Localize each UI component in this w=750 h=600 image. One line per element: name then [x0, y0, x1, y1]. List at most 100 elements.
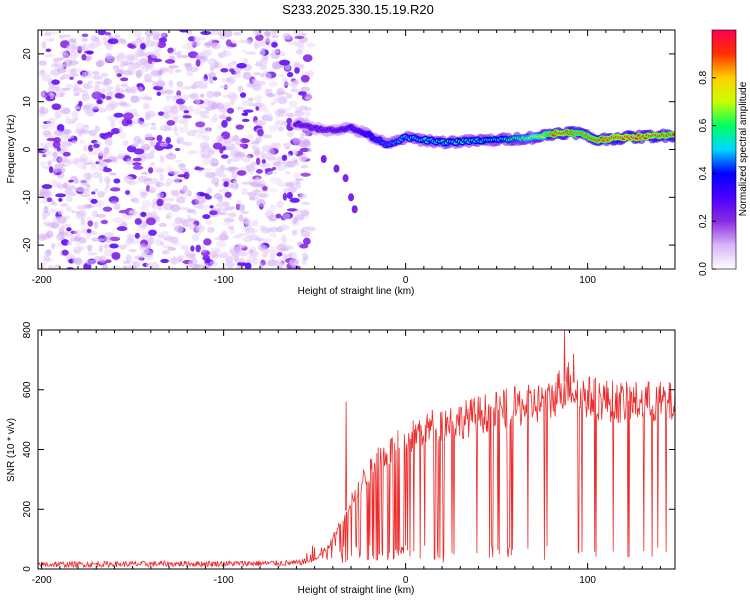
noise-blob — [103, 166, 108, 171]
colorbar-tick-label: 0.0 — [698, 262, 709, 276]
noise-blob — [171, 222, 177, 226]
noise-blob — [175, 69, 182, 73]
noise-blob — [122, 140, 129, 146]
noise-blob — [144, 30, 154, 37]
noise-blob — [80, 129, 91, 135]
noise-blob — [150, 161, 155, 166]
noise-blob — [60, 215, 71, 220]
noise-blob — [258, 103, 267, 112]
noise-blob — [275, 110, 281, 118]
noise-blob — [86, 228, 92, 234]
noise-blob — [99, 150, 104, 157]
noise-blob — [110, 120, 116, 128]
noise-blob — [140, 42, 146, 50]
noise-blob — [74, 187, 84, 191]
noise-blob — [182, 94, 189, 102]
noise-blob — [64, 233, 75, 238]
noise-blob — [170, 170, 180, 175]
noise-blob — [134, 232, 140, 239]
noise-blob — [261, 134, 273, 139]
noise-blob — [159, 32, 167, 38]
noise-blob — [173, 189, 180, 197]
noise-blob — [92, 150, 100, 156]
noise-blob — [96, 199, 105, 208]
noise-blob — [218, 114, 228, 120]
noise-blob — [51, 103, 62, 111]
noise-blob — [282, 213, 291, 220]
noise-blob — [77, 80, 83, 85]
noise-blob — [229, 227, 236, 235]
noise-blob — [122, 70, 133, 76]
noise-blob — [165, 214, 170, 220]
noise-blob — [203, 171, 210, 176]
noise-blob — [44, 54, 54, 58]
noise-blob — [276, 142, 282, 150]
noise-blob — [133, 135, 142, 144]
noise-blob — [92, 75, 103, 80]
noise-blob — [100, 72, 109, 78]
noise-blob — [293, 148, 299, 156]
noise-blob — [302, 237, 311, 245]
snr-marks — [38, 330, 675, 569]
noise-blob — [294, 35, 305, 39]
noise-blob — [116, 226, 128, 232]
noise-blob — [118, 101, 127, 106]
noise-blob — [157, 76, 163, 82]
noise-blob — [104, 232, 115, 239]
noise-blob — [204, 42, 213, 47]
noise-blob — [276, 244, 287, 252]
noise-blob — [194, 98, 201, 105]
noise-blob — [222, 50, 232, 57]
noise-blob — [300, 140, 312, 148]
noise-blob — [244, 220, 255, 228]
noise-blob — [282, 78, 287, 83]
noise-blob — [229, 99, 235, 106]
noise-blob — [209, 157, 217, 164]
noise-blob — [126, 234, 135, 239]
noise-blob — [133, 197, 140, 205]
noise-blob — [95, 213, 107, 218]
noise-blob — [93, 84, 101, 93]
noise-blob — [166, 235, 176, 243]
noise-blob — [294, 67, 300, 74]
noise-blob — [104, 31, 112, 36]
noise-blob — [187, 150, 198, 154]
noise-blob — [166, 120, 176, 126]
noise-blob — [255, 120, 267, 127]
noise-blob — [263, 37, 272, 43]
noise-blob — [242, 109, 254, 113]
noise-blob — [134, 255, 144, 260]
noise-blob — [199, 193, 210, 197]
noise-blob — [276, 165, 287, 172]
noise-blob — [105, 95, 112, 100]
noise-blob — [91, 202, 97, 208]
noise-blob — [257, 128, 264, 137]
noise-blob — [242, 49, 248, 54]
noise-blob — [102, 86, 112, 92]
noise-blob — [179, 207, 190, 211]
noise-blob — [280, 234, 287, 242]
noise-blob — [78, 100, 83, 107]
noise-blob — [276, 181, 288, 188]
noise-blob — [263, 72, 272, 80]
noise-blob — [60, 202, 69, 208]
noise-blob — [278, 73, 285, 78]
noise-blob — [195, 197, 207, 205]
spectrogram-ytick-label: 0 — [22, 146, 33, 152]
noise-blob — [276, 200, 284, 209]
noise-blob — [52, 216, 64, 224]
noise-blob — [286, 131, 295, 137]
noise-blob — [218, 188, 229, 193]
noise-blob — [240, 244, 247, 249]
noise-blob — [93, 188, 99, 193]
noise-blob — [86, 216, 93, 222]
noise-blob — [209, 205, 214, 209]
noise-blob — [200, 145, 212, 153]
noise-blob — [189, 263, 200, 269]
noise-blob — [170, 189, 176, 196]
noise-blob — [217, 200, 224, 206]
noise-blob — [107, 152, 113, 158]
noise-blob — [283, 187, 290, 194]
noise-blob — [160, 258, 170, 264]
noise-blob — [295, 106, 304, 114]
